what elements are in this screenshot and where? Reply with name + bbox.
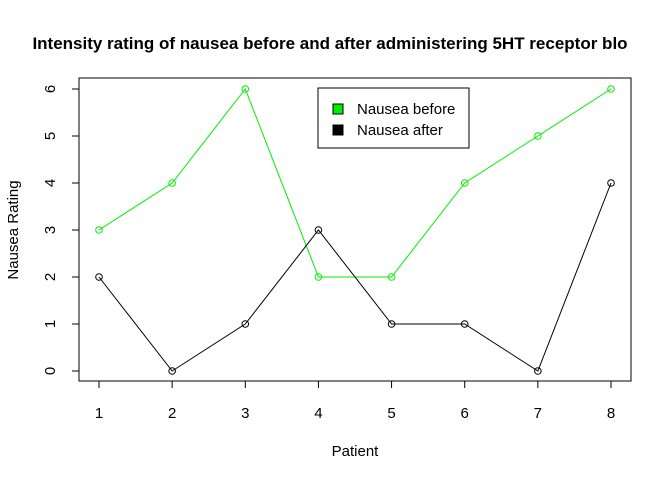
x-axis: 1 2 3 4 5 6 7 8 xyxy=(95,380,615,422)
x-tick-label: 3 xyxy=(241,405,249,422)
x-tick-label: 7 xyxy=(534,405,542,422)
y-axis: 0 1 2 3 4 5 6 xyxy=(42,85,80,375)
legend-label: Nausea after xyxy=(357,122,443,139)
data-point xyxy=(534,132,542,140)
data-point xyxy=(314,226,323,234)
y-tick-label: 6 xyxy=(42,85,59,93)
legend-swatch xyxy=(332,103,344,115)
data-point xyxy=(387,273,396,281)
x-axis-title: Patient xyxy=(332,443,380,460)
data-point xyxy=(168,367,176,375)
data-point xyxy=(168,179,176,187)
x-tick-label: 6 xyxy=(461,405,469,422)
series-1 xyxy=(95,179,615,375)
data-point xyxy=(314,273,323,281)
series-line xyxy=(98,182,612,372)
data-point xyxy=(460,179,469,187)
data-point xyxy=(534,367,542,375)
y-tick-label: 1 xyxy=(42,320,59,328)
data-point xyxy=(95,226,103,234)
legend-label: Nausea before xyxy=(357,101,455,118)
x-tick-label: 8 xyxy=(607,405,615,422)
data-point xyxy=(607,85,615,93)
x-tick-label: 1 xyxy=(95,405,103,422)
legend: Nausea before Nausea after xyxy=(317,87,470,149)
legend-swatch xyxy=(332,124,344,136)
y-tick-label: 5 xyxy=(42,132,59,140)
y-tick-label: 2 xyxy=(42,273,59,281)
y-tick-label: 4 xyxy=(42,179,59,187)
data-point xyxy=(241,85,250,93)
x-tick-label: 2 xyxy=(168,405,176,422)
x-tick-label: 4 xyxy=(314,405,322,422)
data-point xyxy=(387,320,396,328)
series-layer xyxy=(95,85,615,375)
legend-frame xyxy=(317,87,470,149)
data-point xyxy=(241,320,250,328)
y-tick-label: 0 xyxy=(42,367,59,375)
data-point xyxy=(95,273,103,281)
data-point xyxy=(460,320,469,328)
chart-title: Intensity rating of nausea before and af… xyxy=(32,34,627,53)
data-point xyxy=(607,179,615,187)
y-axis-title: Nausea Rating xyxy=(5,180,22,279)
x-tick-label: 5 xyxy=(387,405,395,422)
y-tick-label: 3 xyxy=(42,226,59,234)
